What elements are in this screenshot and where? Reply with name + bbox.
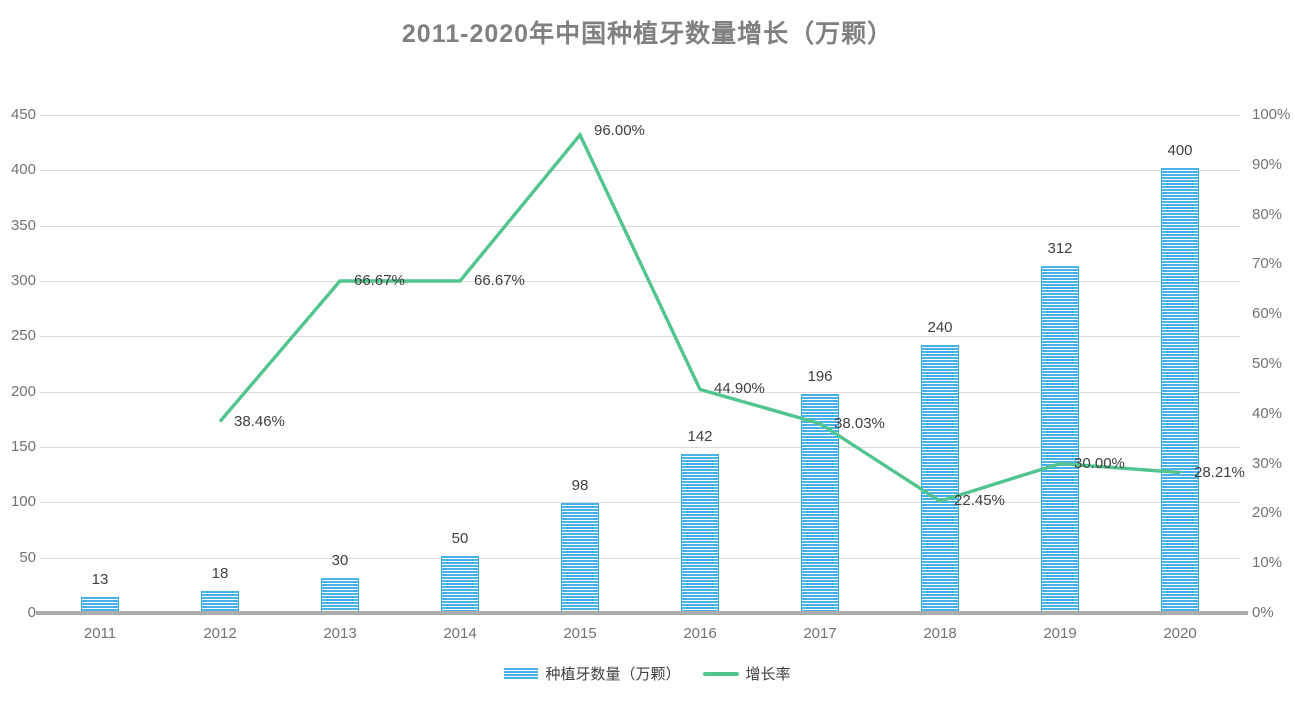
growth-rate-point-label: 28.21%: [1194, 463, 1245, 481]
y-axis-left-tick-label: 400: [10, 161, 36, 179]
x-axis-line: [36, 611, 1248, 615]
bar-value-label: 142: [687, 427, 713, 445]
y-axis-left-tick-label: 0: [27, 604, 36, 621]
x-axis-tick-label: 2016: [683, 625, 717, 642]
bar-value-label: 98: [571, 476, 589, 494]
bar-value-label: 18: [211, 565, 229, 583]
gridline: [40, 115, 1240, 116]
bar: [81, 596, 119, 611]
legend-item-line-series: 增长率: [702, 663, 791, 684]
bar: [441, 555, 479, 611]
bar-value-label: 400: [1167, 142, 1193, 160]
bar: [201, 591, 239, 611]
bar: [561, 502, 599, 611]
x-axis-tick-label: 2020: [1163, 625, 1197, 642]
bar: [1161, 168, 1199, 611]
legend-item-bar-series: 种植牙数量（万颗）: [504, 663, 681, 684]
y-axis-left-tick-label: 250: [10, 327, 36, 345]
x-axis-tick-label: 2019: [1043, 625, 1077, 642]
y-axis-left-tick-label: 50: [19, 548, 36, 566]
bar: [921, 345, 959, 611]
bar-value-label: 13: [91, 570, 109, 588]
bar: [681, 453, 719, 611]
x-axis-tick-label: 2012: [203, 625, 237, 642]
bar-value-label: 30: [331, 551, 349, 569]
y-axis-left-tick-label: 350: [10, 216, 36, 234]
y-axis-left-tick-label: 200: [10, 382, 36, 400]
x-axis-tick-label: 2017: [803, 625, 837, 642]
bar-series-label: 种植牙数量（万颗）: [545, 666, 681, 683]
x-axis-tick-label: 2015: [563, 625, 597, 642]
y-axis-right-tick-label: 90%: [1252, 155, 1283, 173]
bar-value-label: 50: [451, 529, 469, 547]
y-axis-right-tick-label: 70%: [1252, 255, 1283, 273]
bar: [321, 577, 359, 611]
y-axis-right-tick-label: 40%: [1252, 404, 1283, 422]
bar: [1041, 265, 1079, 611]
x-axis-tick-label: 2013: [323, 625, 357, 642]
y-axis-right-tick-label: 60%: [1252, 305, 1283, 323]
y-axis-right-tick-label: 30%: [1252, 454, 1283, 472]
gridline: [40, 225, 1240, 227]
y-axis-right-tick-label: 20%: [1252, 504, 1283, 522]
y-axis-right-tick-label: 80%: [1252, 205, 1283, 223]
y-axis-left-tick-label: 150: [10, 438, 36, 455]
x-axis-tick-label: 2014: [443, 625, 477, 642]
x-axis-tick-label: 2011: [83, 625, 117, 642]
y-axis-right-tick-label: 10%: [1252, 554, 1283, 572]
gridline: [40, 557, 1240, 559]
bar-value-label: 312: [1047, 239, 1073, 257]
line-series-swatch-icon: [702, 671, 739, 676]
y-axis-left-tick-label: 300: [10, 272, 36, 289]
gridline: [40, 170, 1240, 172]
y-axis-right-tick-label: 0%: [1252, 604, 1274, 621]
growth-rate-point-label: 66.67%: [354, 272, 405, 289]
bar-series-swatch-icon: [504, 667, 539, 680]
x-axis-tick-label: 2018: [923, 625, 957, 642]
y-axis-left-tick-label: 100: [10, 493, 36, 511]
growth-rate-point-label: 96.00%: [594, 121, 645, 139]
legend: 种植牙数量（万颗） 增长率: [0, 663, 1295, 684]
y-axis-right-tick-label: 100%: [1252, 106, 1291, 123]
growth-rate-point-label: 30.00%: [1074, 454, 1125, 472]
y-axis-right-tick-label: 50%: [1252, 355, 1283, 372]
growth-rate-point-label: 44.90%: [714, 380, 765, 398]
growth-rate-point-label: 22.45%: [954, 492, 1005, 510]
line-series-label: 增长率: [745, 666, 791, 683]
bar-value-label: 196: [807, 368, 833, 386]
growth-rate-point-label: 66.67%: [474, 272, 525, 289]
growth-rate-point-label: 38.03%: [834, 414, 885, 432]
chart-title: 2011-2020年中国种植牙数量增长（万颗）: [401, 20, 894, 48]
y-axis-left-tick-label: 450: [10, 106, 36, 123]
growth-rate-point-label: 38.46%: [234, 412, 285, 430]
bar-value-label: 240: [927, 319, 953, 337]
